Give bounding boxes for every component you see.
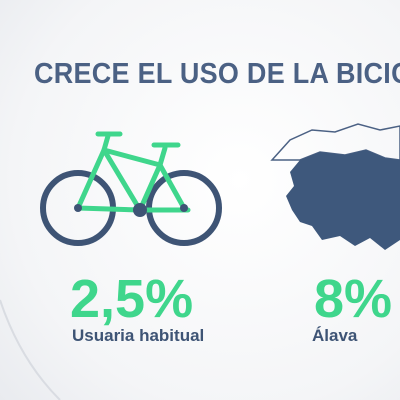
background-curve xyxy=(0,299,61,400)
map-icon xyxy=(270,123,400,250)
title: CRECE EL USO DE LA BICICLE xyxy=(34,58,400,90)
stat-value: 8% xyxy=(314,269,393,329)
stat-label: Álava xyxy=(312,326,358,345)
stat-value: 2,5% xyxy=(70,269,194,329)
bicycle-icon xyxy=(40,131,222,246)
stat-label: Usuaria habitual xyxy=(72,326,205,345)
